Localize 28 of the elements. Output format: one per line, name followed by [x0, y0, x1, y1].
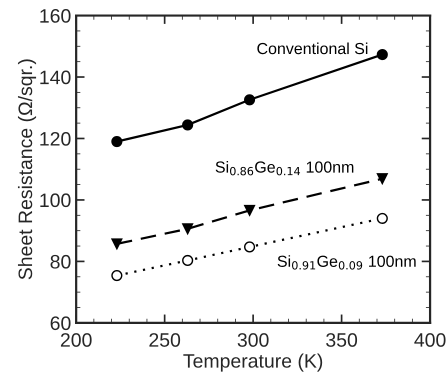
point: [376, 212, 388, 224]
x-axis-title: Temperature (K): [183, 353, 322, 372]
y-tick-label: 160: [40, 9, 71, 23]
y-tick-label: 100: [40, 193, 71, 208]
y-axis-title: Sheet Resistance (Ω/sqr.): [18, 59, 36, 280]
y-tick-label: 60: [50, 316, 71, 330]
y-tick-label: 140: [40, 70, 71, 84]
point: [111, 136, 122, 148]
series-label: Si$_{0.86}$Ge$_{0.14}$ 100nm: [216, 160, 354, 176]
x-tick-label: 300: [238, 333, 269, 347]
point: [244, 94, 256, 106]
point: [111, 238, 122, 250]
series-label: Si$_{0.91}$Ge$_{0.09}$ 100nm: [278, 255, 416, 270]
point: [244, 204, 256, 216]
point: [111, 270, 122, 282]
x-tick-label: 250: [149, 333, 180, 347]
x-tick-label: 350: [326, 333, 358, 347]
y-tick-label: 120: [40, 132, 71, 146]
point: [376, 49, 388, 60]
point: [376, 173, 388, 184]
point: [182, 119, 194, 131]
point: [182, 223, 194, 234]
point: [182, 254, 194, 266]
x-tick-label: 200: [60, 333, 92, 347]
point: [244, 241, 256, 253]
y-tick-label: 80: [50, 254, 71, 269]
x-tick-label: 400: [414, 333, 446, 347]
series-label: Conventional Si: [257, 42, 368, 54]
